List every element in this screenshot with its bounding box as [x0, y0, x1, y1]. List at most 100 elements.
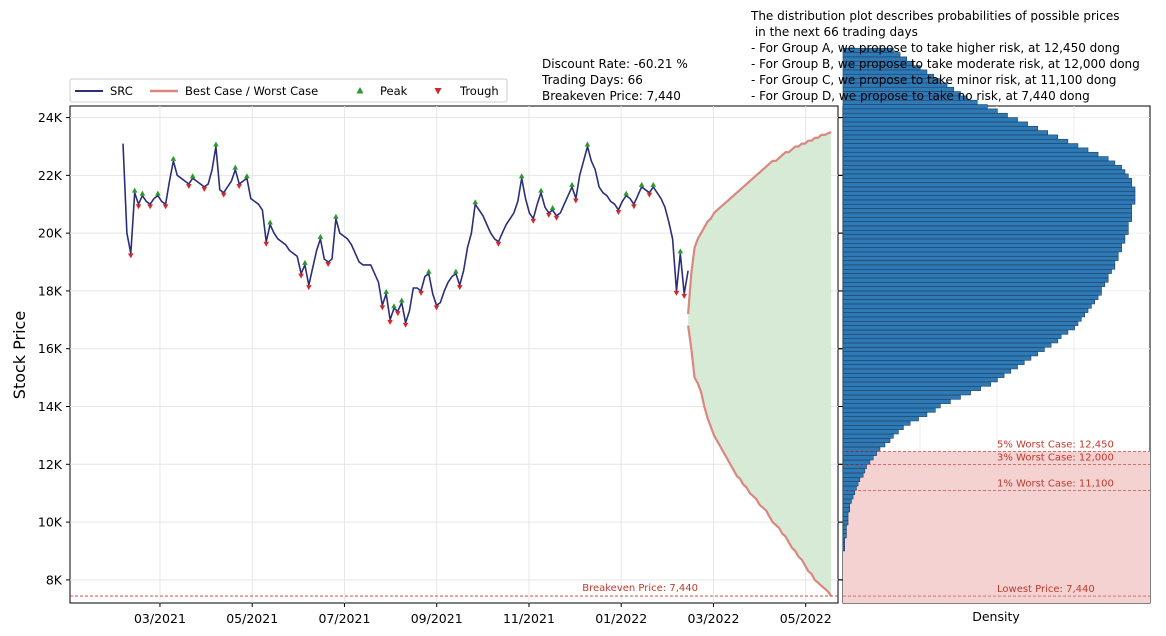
histogram-bar	[842, 264, 1116, 270]
x-tick-label: 05/2021	[226, 611, 278, 626]
histogram-bar	[842, 429, 899, 435]
histogram-bar	[842, 177, 1132, 183]
x-tick-label: 01/2022	[595, 611, 647, 626]
histogram-bar	[842, 151, 1099, 157]
peak-marker	[131, 187, 138, 193]
x-axis-ticks: 03/2021 05/2021 07/2021 09/2021 11/2021 01/20…	[134, 603, 832, 626]
y-axis-label: Stock Price	[10, 311, 29, 399]
histogram-bar	[842, 294, 1099, 300]
peak-marker	[398, 297, 405, 303]
histogram-bar	[842, 507, 851, 513]
histogram-bar	[842, 537, 845, 543]
histogram-bar	[842, 225, 1129, 231]
histogram-bar	[842, 104, 988, 110]
histogram-bar	[842, 468, 866, 474]
trough-marker	[615, 210, 622, 216]
peak-marker	[638, 181, 645, 187]
histogram-bar	[842, 255, 1119, 261]
histogram-bar	[842, 542, 845, 547]
projection-fill	[688, 132, 832, 597]
peak-marker	[317, 233, 324, 239]
histogram-bar	[842, 381, 991, 387]
trough-marker	[553, 215, 560, 221]
histogram-bar	[842, 251, 1119, 257]
trough-marker	[402, 322, 409, 328]
histogram-bar	[842, 346, 1045, 352]
trough-marker	[135, 204, 142, 210]
peak-marker	[569, 181, 575, 187]
histogram-bar	[842, 529, 847, 534]
histogram-bar	[842, 450, 877, 456]
histogram-bar	[842, 221, 1129, 227]
peak-trough-markers	[127, 141, 688, 328]
peak-marker	[267, 219, 273, 225]
x-tick-label: 07/2021	[318, 611, 370, 626]
histogram-bar	[842, 216, 1132, 222]
worst-case-line	[687, 325, 833, 597]
histogram-bar	[842, 277, 1109, 283]
histogram-bar	[842, 268, 1112, 274]
x-tick-label: 11/2021	[503, 611, 555, 626]
y-tick-label: 20K	[38, 226, 63, 241]
x-axis-label-density: Density	[972, 609, 1020, 624]
histogram-bar	[842, 273, 1109, 279]
trough-marker	[395, 311, 401, 317]
risk-zone-shade	[843, 451, 1150, 603]
peak-marker	[472, 199, 479, 205]
histogram-bar	[842, 372, 1005, 378]
histogram-bar	[842, 303, 1092, 309]
histogram-bar	[842, 316, 1082, 322]
trough-marker	[573, 198, 579, 204]
histogram-bar	[842, 533, 847, 539]
histogram-bar	[842, 546, 845, 552]
histogram-bar	[842, 437, 891, 443]
histogram-bar	[842, 212, 1132, 218]
trough-marker	[418, 290, 424, 296]
histogram-bar	[842, 494, 854, 500]
histogram-bar	[842, 208, 1132, 214]
y-tick-label: 10K	[38, 515, 63, 530]
x-tick-label: 03/2022	[687, 611, 739, 626]
description-line-3: - For Group A, we propose to take higher…	[751, 41, 1120, 55]
histogram-bar	[842, 385, 981, 391]
histogram-bar	[842, 121, 1028, 127]
peak-marker	[244, 173, 250, 179]
histogram-bar	[842, 394, 961, 400]
histogram-bar	[842, 169, 1126, 175]
histogram-bar	[842, 398, 951, 404]
histogram-bar	[842, 242, 1122, 248]
histogram-bar	[842, 203, 1132, 209]
y-tick-label: 12K	[38, 457, 63, 472]
histogram-bar	[842, 333, 1062, 339]
peak-marker	[518, 173, 525, 179]
histogram-bar	[842, 186, 1136, 192]
trough-marker	[127, 253, 134, 259]
histogram-bar	[842, 195, 1136, 201]
histogram-bar	[842, 364, 1018, 370]
histogram-bar	[842, 511, 849, 517]
trough-marker	[263, 241, 270, 247]
histogram-bar	[842, 498, 852, 504]
y-tick-label: 18K	[38, 283, 63, 298]
best-case-line	[687, 130, 832, 315]
breakeven-label: Breakeven Price: 7,440	[582, 583, 698, 594]
trough-marker	[673, 290, 680, 296]
trough-marker	[379, 305, 386, 311]
histogram-bar	[842, 229, 1129, 235]
peak-marker	[538, 187, 544, 193]
histogram-bar	[842, 247, 1122, 253]
peak-marker	[139, 190, 146, 196]
distribution-bars	[842, 47, 1136, 552]
histogram-bar	[842, 108, 998, 114]
peak-marker	[677, 248, 684, 254]
trough-marker	[186, 184, 192, 190]
main-lines: Breakeven Price: 7,440	[70, 130, 838, 597]
x-tick-label: 05/2022	[780, 611, 832, 626]
legend-swatch-peak	[356, 87, 364, 94]
y-tick-label: 24K	[38, 110, 63, 125]
peak-marker	[302, 259, 308, 265]
trough-marker	[646, 192, 653, 198]
legend-label-peak: Peak	[380, 84, 408, 98]
distribution-risk-shade	[843, 451, 1150, 603]
